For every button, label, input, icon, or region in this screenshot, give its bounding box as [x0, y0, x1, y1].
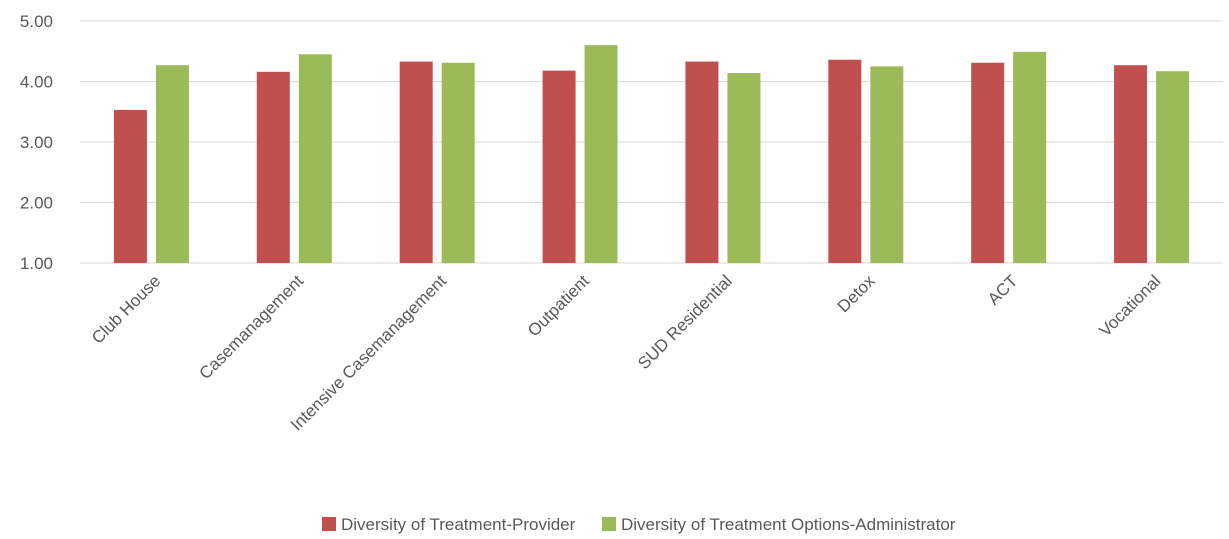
bar-provider — [113, 109, 147, 263]
legend-swatch-administrator — [602, 517, 616, 531]
bar-provider — [256, 71, 290, 263]
x-category-label: Detox — [834, 271, 879, 316]
legend-label-provider: Diversity of Treatment-Provider — [341, 515, 576, 534]
bar-provider — [542, 70, 576, 263]
gridlines — [80, 20, 1223, 264]
legend-swatch-provider — [322, 517, 336, 531]
y-tick-label: 1.00 — [20, 254, 53, 273]
y-tick-label: 4.00 — [20, 73, 53, 92]
y-axis: 1.00 2.00 3.00 4.00 5.00 — [20, 12, 53, 273]
bar-provider — [828, 59, 862, 263]
x-category-label: Club House — [88, 271, 164, 347]
bar-administrator — [441, 62, 475, 264]
y-tick-label: 2.00 — [20, 194, 53, 213]
bar-administrator — [584, 45, 618, 264]
bar-administrator — [1156, 71, 1190, 263]
legend-label-administrator: Diversity of Treatment Options-Administr… — [621, 515, 956, 534]
bar-administrator — [727, 73, 761, 263]
bars — [113, 45, 1190, 264]
bar-provider — [399, 61, 433, 263]
x-category-label: ACT — [984, 271, 1021, 308]
legend: Diversity of Treatment-Provider Diversit… — [322, 515, 956, 534]
bar-provider — [685, 61, 719, 263]
bar-administrator — [155, 65, 189, 263]
bar-administrator — [1013, 51, 1047, 264]
x-category-label: Vocational — [1095, 271, 1164, 340]
x-category-label: SUD Residential — [634, 271, 736, 373]
x-category-label: Intensive Casemanagement — [287, 271, 450, 434]
x-category-label: Outpatient — [524, 271, 593, 340]
y-tick-label: 5.00 — [20, 12, 53, 31]
x-category-label: Casemanagement — [195, 271, 307, 383]
bar-administrator — [870, 66, 904, 263]
y-tick-label: 3.00 — [20, 133, 53, 152]
bar-provider — [971, 62, 1005, 264]
bar-administrator — [298, 54, 332, 264]
bar-provider — [1114, 65, 1148, 263]
